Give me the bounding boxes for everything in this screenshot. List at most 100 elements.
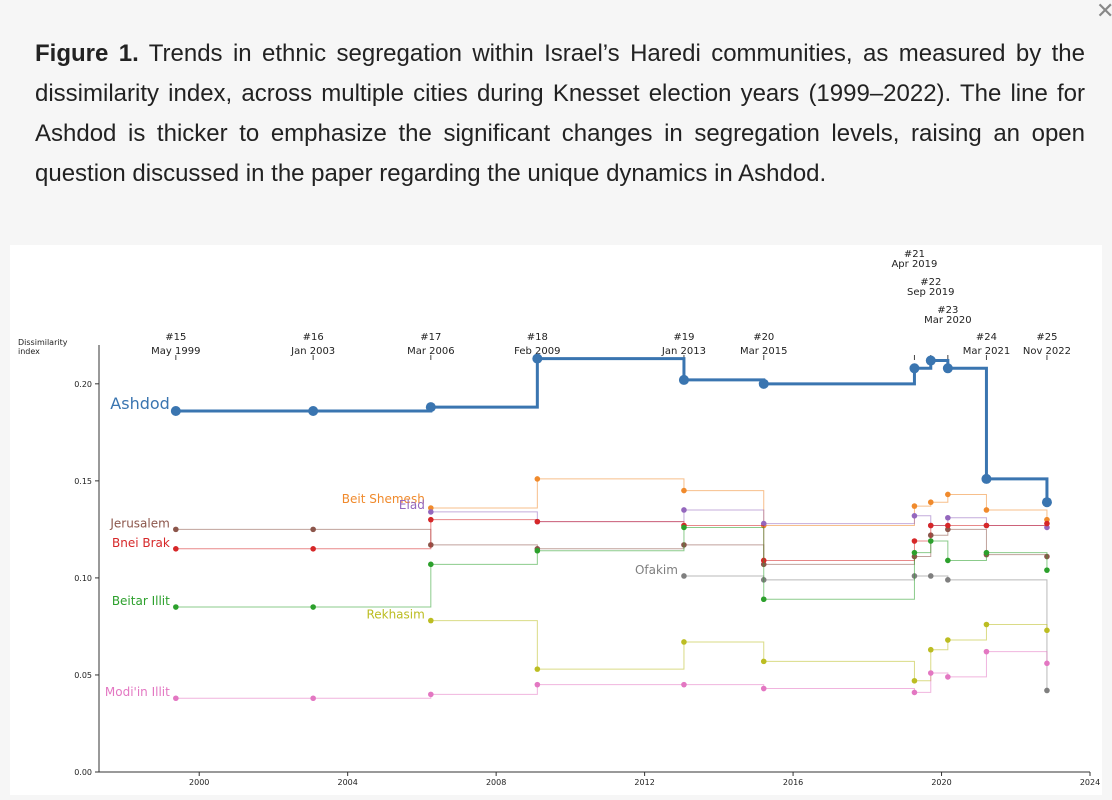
data-point-beitar-illit (1044, 567, 1050, 573)
data-point-rekhasim (911, 677, 918, 684)
data-point-ashdod (758, 378, 769, 389)
election-date-label: Mar 2021 (963, 346, 1011, 357)
data-point-modi-in-illit (428, 691, 434, 698)
data-point-rekhasim (681, 639, 687, 645)
data-point-elad (681, 507, 687, 513)
y-tick-label: 0.05 (74, 671, 92, 680)
data-point-modi-in-illit (760, 685, 767, 692)
series-label-ashdod: Ashdod (110, 394, 170, 413)
data-point-modi-in-illit (983, 648, 990, 655)
election-date-label: Jan 2013 (661, 346, 706, 357)
data-point-beit-shemesh (945, 491, 951, 498)
data-point-ofakim (927, 573, 934, 579)
data-point-rekhasim (983, 621, 990, 628)
series-label-jerusalem: Jerusalem (109, 516, 169, 530)
election-date-label: Mar 2006 (407, 346, 455, 357)
election-number-label: #21 (904, 249, 925, 260)
data-point-ofakim (681, 573, 687, 579)
data-point-ashdod (425, 402, 436, 413)
data-point-beitar-illit (760, 596, 767, 603)
data-point-rekhasim (927, 646, 934, 653)
y-axis-label: index (18, 347, 40, 356)
data-point-ashdod (678, 374, 689, 385)
series-label-bnei-brak: Bnei Brak (112, 536, 170, 550)
x-tick-label: 2016 (783, 778, 803, 787)
series-line-beitar-illit (175, 526, 1048, 608)
election-date-label: Jan 2003 (290, 346, 335, 357)
data-point-beitar-illit (681, 524, 687, 531)
x-tick-label: 2008 (486, 778, 506, 787)
series-line-beit-shemesh (430, 478, 1048, 527)
data-point-ashdod (909, 363, 920, 374)
data-point-modi-in-illit (927, 670, 934, 676)
data-point-jerusalem (945, 526, 951, 533)
election-date-label: Mar 2020 (924, 315, 972, 326)
series-line-ofakim (683, 575, 1048, 691)
data-point-ashdod (308, 405, 319, 416)
figure-caption: Figure 1. Trends in ethnic segregation w… (35, 34, 1085, 194)
figure-caption-text: Trends in ethnic segregation within Isra… (35, 40, 1085, 187)
data-point-modi-in-illit (534, 681, 541, 688)
data-point-elad (428, 509, 434, 515)
close-x-icon[interactable]: ✕ (1096, 0, 1112, 23)
data-point-beitar-illit (945, 557, 951, 564)
data-point-bnei-brak (927, 522, 934, 529)
election-date-label: Nov 2022 (1023, 346, 1071, 357)
election-number-label: #22 (920, 277, 941, 288)
y-tick-label: 0.20 (74, 380, 92, 389)
series-label-beit-shemesh: Beit Shemesh (342, 492, 425, 506)
data-point-elad (760, 520, 767, 527)
data-point-ashdod (942, 363, 953, 374)
data-point-beit-shemesh (1044, 516, 1050, 523)
x-tick-label: 2024 (1080, 778, 1100, 787)
data-point-elad (1044, 524, 1050, 531)
data-point-modi-in-illit (681, 681, 687, 688)
election-number-label: #18 (527, 332, 548, 343)
y-tick-label: 0.00 (74, 768, 92, 777)
election-number-label: #16 (303, 332, 324, 343)
data-point-elad (911, 513, 918, 519)
election-date-label: Apr 2019 (891, 259, 937, 270)
series-label-beitar-illit: Beitar Illit (112, 594, 170, 608)
election-number-label: #15 (165, 332, 186, 343)
election-number-label: #24 (976, 332, 997, 343)
data-point-beitar-illit (173, 604, 179, 610)
election-date-label: May 1999 (151, 346, 200, 357)
data-point-beitar-illit (428, 561, 434, 568)
x-tick-label: 2004 (337, 778, 357, 787)
data-point-bnei-brak (945, 522, 951, 529)
election-date-label: Sep 2019 (907, 287, 954, 298)
election-date-label: Feb 2009 (514, 346, 560, 357)
series-line-rekhasim (430, 620, 1048, 682)
data-point-beit-shemesh (681, 487, 687, 494)
y-axis-label: Dissimilarity (18, 338, 68, 347)
chart-panel: Dissimilarity index 0.00 0.05 0.10 0.15 0.20 20… (10, 245, 1102, 795)
data-point-rekhasim (428, 617, 434, 624)
data-point-rekhasim (760, 658, 767, 665)
data-point-beitar-illit (310, 604, 316, 610)
data-point-rekhasim (945, 637, 951, 643)
x-tick-label: 2012 (634, 778, 654, 787)
series-label-rekhasim: Rekhasim (366, 608, 424, 622)
data-point-bnei-brak (534, 518, 541, 525)
data-point-ofakim (945, 577, 951, 583)
data-point-jerusalem (310, 526, 316, 533)
data-point-bnei-brak (428, 516, 434, 523)
data-point-ashdod (925, 355, 936, 366)
election-number-label: #17 (420, 332, 441, 343)
series-label-ofakim: Ofakim (635, 563, 678, 577)
data-point-beit-shemesh (911, 503, 918, 509)
data-point-beit-shemesh (534, 476, 541, 482)
data-point-modi-in-illit (310, 695, 316, 702)
data-point-jerusalem (173, 526, 179, 533)
data-point-bnei-brak (173, 545, 179, 552)
y-tick-label: 0.10 (74, 574, 92, 583)
data-point-ofakim (1044, 687, 1050, 694)
x-tick-label: 2020 (931, 778, 951, 787)
data-point-bnei-brak (911, 538, 918, 544)
election-number-label: #20 (753, 332, 774, 343)
x-tick-label: 2000 (189, 778, 209, 787)
data-point-beitar-illit (534, 547, 541, 554)
data-point-beitar-illit (983, 549, 990, 556)
